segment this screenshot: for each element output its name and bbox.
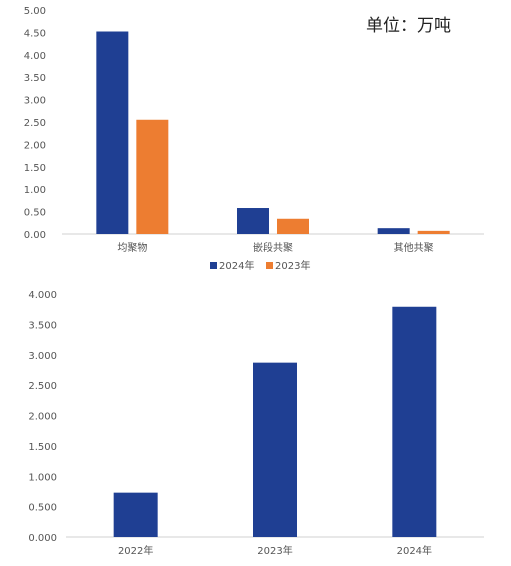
x-tick-label: 2023年 (257, 544, 292, 557)
x-tick-label: 2024年 (397, 544, 432, 557)
y-tick-label: 1.00 (24, 185, 46, 196)
y-axis-ticks: 0.000 0.500 1.000 1.500 2.000 2.500 3.000 3.500… (28, 290, 57, 544)
unit-label: 单位：万吨 (366, 16, 451, 36)
legend-swatch (210, 262, 217, 269)
chart-top: 0.00 0.50 1.00 1.50 2.00 2.50 3.00 3.50 4.00 4.50… (24, 6, 484, 272)
y-tick-label: 4.00 (24, 51, 46, 62)
legend: 2024年 2023年 (210, 259, 310, 272)
y-tick-label: 2.50 (24, 118, 46, 129)
y-tick-label: 2.00 (24, 140, 46, 151)
x-axis-ticks: 2022年 2023年 2024年 (118, 544, 432, 557)
y-tick-label: 0.00 (24, 230, 46, 241)
bar-series-0 (113, 492, 158, 537)
y-tick-label: 3.500 (28, 320, 57, 331)
y-tick-label: 0.50 (24, 208, 46, 219)
y-tick-label: 0.000 (28, 533, 57, 544)
x-tick-label: 均聚物 (117, 241, 147, 254)
bar-series-1 (253, 362, 297, 537)
y-tick-label: 2.000 (28, 412, 57, 423)
bar-2023-0 (136, 119, 169, 234)
y-tick-label: 1.000 (28, 472, 57, 483)
x-tick-label: 嵌段共聚 (253, 241, 293, 254)
x-tick-label: 2022年 (118, 544, 153, 557)
legend-label: 2023年 (275, 259, 310, 272)
y-tick-label: 1.50 (24, 163, 46, 174)
y-tick-label: 2.500 (28, 381, 57, 392)
y-tick-label: 3.000 (28, 351, 57, 362)
bar-2024-0 (96, 31, 129, 235)
bar-2024-1 (237, 208, 269, 234)
x-tick-label: 其他共聚 (394, 241, 434, 254)
y-tick-label: 4.50 (24, 28, 46, 39)
y-tick-label: 4.000 (28, 290, 57, 301)
legend-swatch (266, 262, 273, 269)
y-tick-label: 0.500 (28, 503, 57, 514)
bar-2023-2 (417, 230, 450, 234)
y-tick-label: 5.00 (24, 6, 46, 17)
y-tick-label: 3.00 (24, 96, 46, 107)
chart-bottom: 0.000 0.500 1.000 1.500 2.000 2.500 3.000 3.500… (28, 290, 484, 557)
bar-series-2 (392, 306, 437, 537)
bar-2023-1 (277, 218, 309, 234)
x-axis-ticks: 均聚物 嵌段共聚 其他共聚 (117, 241, 433, 254)
y-tick-label: 3.50 (24, 73, 46, 84)
bar-2024-2 (377, 228, 410, 234)
legend-label: 2024年 (219, 259, 254, 272)
bars (96, 31, 450, 235)
bars (113, 306, 437, 537)
y-tick-label: 1.500 (28, 442, 57, 453)
y-axis-ticks: 0.00 0.50 1.00 1.50 2.00 2.50 3.00 3.50 4.00 4.50… (24, 6, 46, 241)
